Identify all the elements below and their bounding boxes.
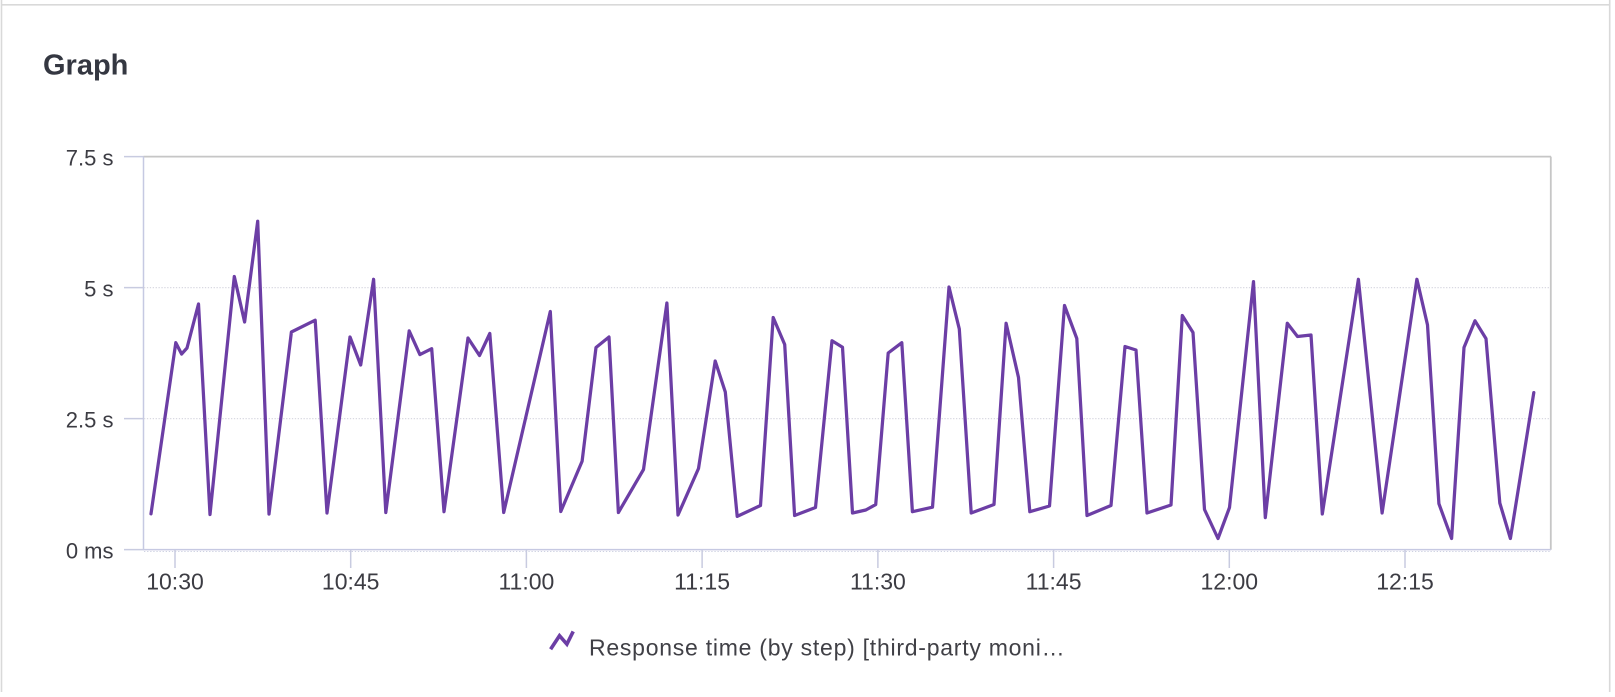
svg-text:11:45: 11:45 xyxy=(1026,569,1082,595)
svg-text:12:00: 12:00 xyxy=(1201,569,1259,595)
svg-text:Graph: Graph xyxy=(43,50,128,82)
svg-text:2.5 s: 2.5 s xyxy=(66,408,114,433)
svg-text:7.5 s: 7.5 s xyxy=(66,146,114,171)
svg-text:Response time (by step) [third: Response time (by step) [third-party mon… xyxy=(589,635,1065,661)
svg-text:10:45: 10:45 xyxy=(322,569,380,595)
svg-text:0 ms: 0 ms xyxy=(66,539,114,564)
svg-text:12:15: 12:15 xyxy=(1376,569,1434,595)
svg-text:10:30: 10:30 xyxy=(146,569,204,595)
svg-text:11:30: 11:30 xyxy=(850,569,906,595)
svg-text:5 s: 5 s xyxy=(84,277,113,302)
svg-text:11:15: 11:15 xyxy=(674,569,730,595)
svg-text:11:00: 11:00 xyxy=(498,569,554,595)
